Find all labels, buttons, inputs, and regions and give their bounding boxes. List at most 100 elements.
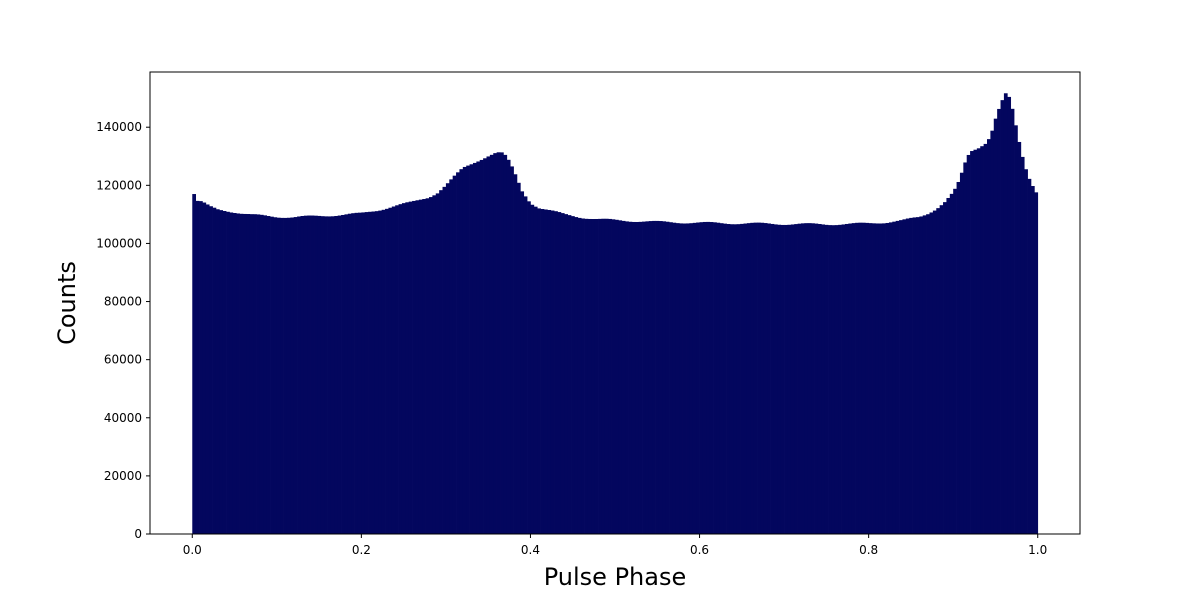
histogram-bar [459, 169, 464, 534]
histogram-bar [899, 220, 903, 535]
histogram-bar [571, 216, 575, 534]
histogram-bar [209, 206, 213, 535]
histogram-bar [787, 224, 792, 534]
histogram-bar [581, 218, 585, 534]
histogram-bar [543, 209, 548, 534]
histogram-bar [932, 210, 937, 534]
histogram-bar [872, 223, 876, 534]
histogram-bar [713, 222, 717, 534]
histogram-bar [456, 172, 460, 534]
histogram-bar [594, 218, 599, 534]
histogram-bar [303, 215, 308, 534]
histogram-bar [199, 201, 203, 534]
histogram-bar [706, 221, 711, 535]
histogram-bar [591, 219, 596, 534]
histogram-bar [368, 211, 372, 534]
histogram-bar [429, 197, 433, 534]
histogram-bar [970, 151, 974, 535]
histogram-bar [655, 220, 660, 534]
histogram-bar [270, 216, 274, 534]
histogram-bar [418, 199, 423, 534]
histogram-bar [801, 223, 805, 535]
histogram-bar [750, 222, 755, 534]
histogram-bar [351, 213, 355, 535]
histogram-bar [817, 224, 822, 534]
histogram-bar [841, 224, 846, 534]
histogram-bar [723, 223, 727, 534]
x-tick-label: 0.6 [690, 543, 709, 557]
histogram-bar [648, 221, 653, 534]
histogram-bar [1027, 178, 1032, 535]
histogram-bar [811, 223, 815, 534]
histogram-bar [263, 215, 268, 534]
histogram-bar [401, 203, 406, 535]
histogram-bar [195, 200, 200, 534]
histogram-bar [888, 222, 893, 534]
histogram-bar [439, 190, 443, 534]
histogram-bar [253, 214, 257, 534]
histogram-bar [1020, 156, 1025, 535]
histogram-bar [875, 223, 880, 534]
histogram-bar [959, 172, 964, 535]
histogram-bar [239, 213, 244, 534]
histogram-bar [587, 218, 592, 534]
histogram-bar [347, 213, 352, 535]
histogram-bar [354, 212, 359, 534]
histogram-bar [675, 223, 680, 535]
histogram-bar [523, 196, 528, 534]
histogram-bar [496, 152, 501, 534]
histogram-bar [243, 213, 247, 534]
histogram-bar [341, 214, 345, 534]
histogram-bar [584, 218, 589, 534]
histogram-bar [314, 215, 318, 535]
histogram-bar [330, 216, 335, 534]
histogram-bar [807, 223, 812, 534]
histogram-bar [466, 165, 470, 534]
histogram-bar [415, 200, 420, 534]
histogram-bar [489, 154, 494, 534]
y-axis-ticks: 0 20000 40000 60000 80000 100000 120000 140000 [96, 120, 150, 541]
histogram-bar [652, 220, 656, 534]
histogram-bar [408, 201, 413, 534]
histogram-bar [976, 148, 981, 534]
histogram-bar [398, 204, 403, 534]
histogram-bar [320, 216, 325, 534]
histogram-bar [469, 164, 474, 535]
histogram-bar [300, 216, 305, 534]
histogram-bar [219, 210, 224, 534]
histogram-bar [537, 208, 541, 534]
histogram-bar [757, 222, 761, 534]
histogram-bar [956, 181, 961, 534]
histogram-bar [232, 213, 237, 534]
histogram-bar [709, 222, 714, 534]
histogram-bar [462, 166, 467, 534]
histogram-bar [205, 204, 210, 534]
histogram-bar [662, 221, 667, 534]
histogram-bar [861, 222, 866, 534]
histogram-bar [936, 208, 941, 534]
histogram-bar [689, 223, 694, 534]
histogram-bar [831, 225, 836, 535]
histogram-bar [1030, 186, 1035, 534]
histogram-bar [753, 222, 758, 534]
histogram-bar [746, 223, 751, 534]
histogram-bar [500, 152, 504, 535]
histogram-bar [844, 223, 849, 534]
histogram-bar [310, 215, 315, 534]
histogram-bar [628, 221, 633, 534]
histogram-bar [374, 211, 379, 534]
histogram-bar [895, 220, 900, 535]
histogram-bar [702, 221, 707, 534]
histogram-bar [560, 213, 565, 534]
histogram-bar [574, 217, 579, 535]
x-axis-ticks: 0.0 0.2 0.4 0.6 0.8 1.0 [183, 534, 1047, 557]
x-axis-label: Pulse Phase [544, 563, 687, 591]
histogram-bar [357, 212, 362, 534]
histogram-bar [773, 224, 778, 534]
histogram-bar [855, 222, 859, 535]
x-tick-label: 0.8 [859, 543, 878, 557]
histogram-bar [885, 222, 890, 534]
histogram-bar [868, 223, 873, 534]
histogram-bar [780, 224, 785, 534]
histogram-bar [259, 214, 264, 534]
